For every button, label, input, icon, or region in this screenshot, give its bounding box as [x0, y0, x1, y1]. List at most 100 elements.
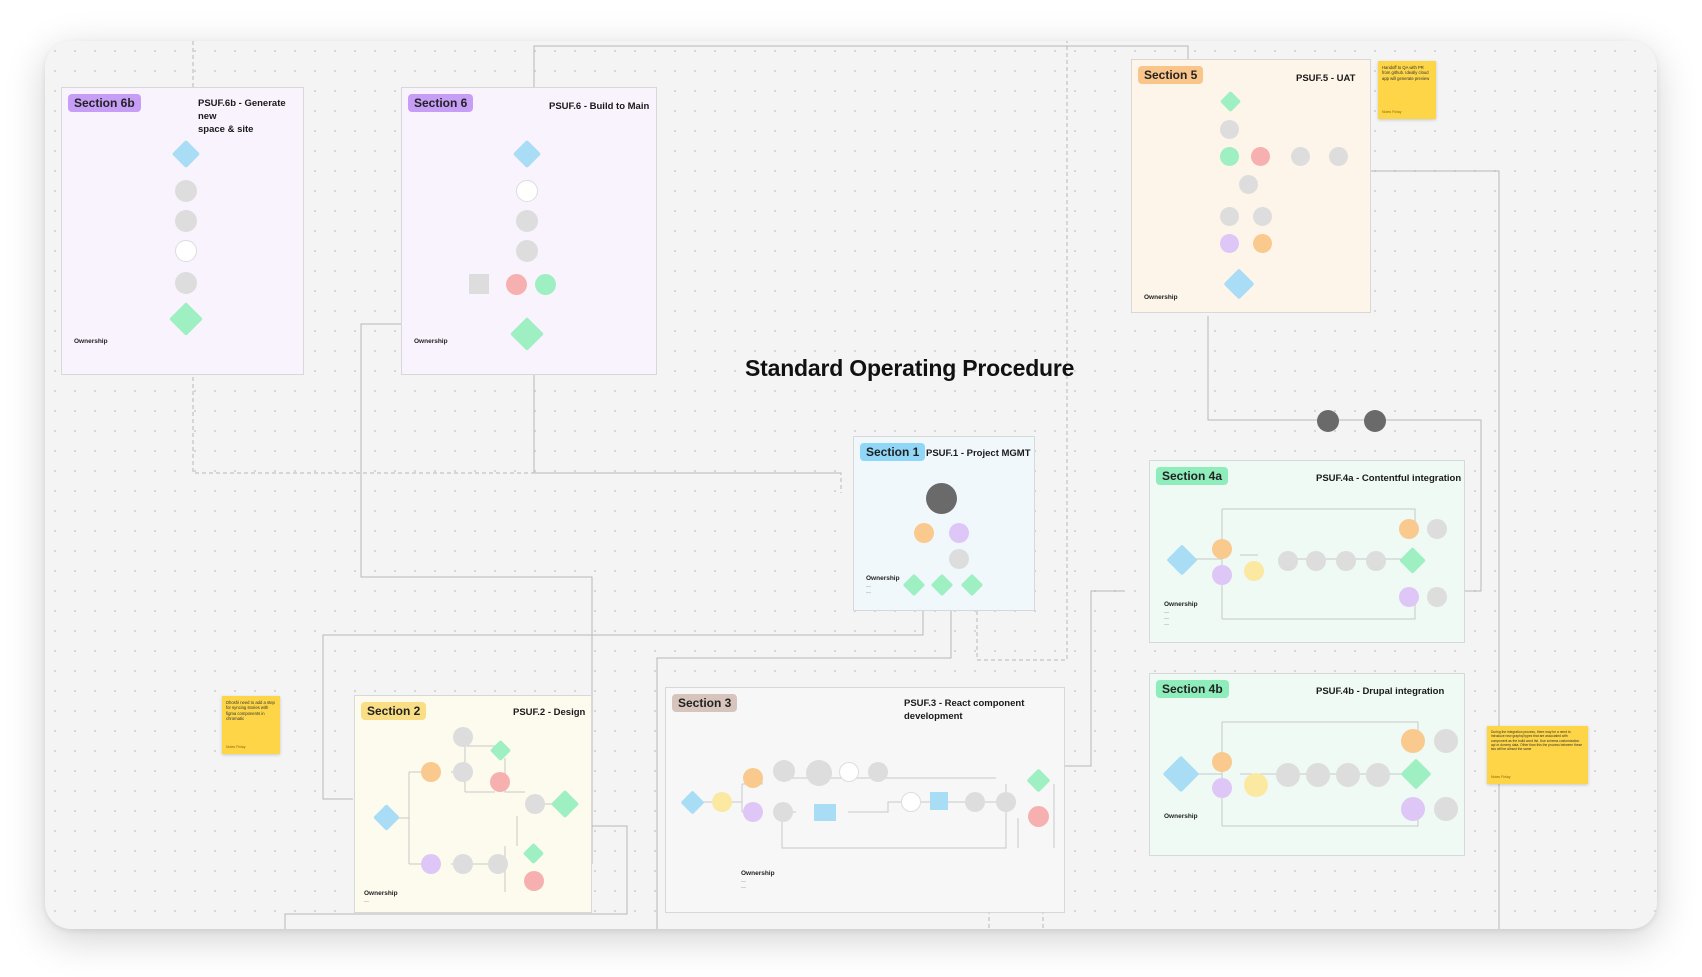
step-node[interactable] — [1366, 763, 1390, 787]
step-node[interactable] — [1212, 752, 1232, 772]
step-node[interactable] — [175, 240, 197, 262]
section-tag: Section 6 — [408, 94, 474, 112]
section-title-line1: PSUF.6b - Generate new — [198, 98, 286, 122]
step-node[interactable] — [1427, 519, 1447, 539]
step-node[interactable] — [712, 792, 732, 812]
step-node[interactable] — [175, 210, 197, 232]
step-node[interactable] — [1399, 587, 1419, 607]
step-diamond[interactable] — [512, 139, 542, 169]
step-note[interactable] — [469, 274, 489, 294]
step-node[interactable] — [1244, 773, 1268, 797]
ownership-label: Ownership — [741, 870, 775, 877]
step-node[interactable] — [1028, 806, 1049, 827]
step-node[interactable] — [1401, 797, 1425, 821]
section-tag: Section 1 — [860, 443, 926, 461]
step-node[interactable] — [1401, 729, 1425, 753]
step-diamond[interactable] — [1219, 90, 1242, 113]
step-node[interactable] — [743, 768, 763, 788]
step-note[interactable] — [930, 792, 948, 810]
connector-node[interactable] — [1364, 410, 1386, 432]
step-node[interactable] — [996, 792, 1016, 812]
start-node[interactable] — [926, 483, 957, 514]
section-2: Section 2 PSUF.2 - Design Ownership ― — [354, 695, 592, 913]
step-node[interactable] — [1220, 147, 1239, 166]
step-node[interactable] — [743, 802, 763, 822]
step-node[interactable] — [914, 523, 934, 543]
step-node[interactable] — [535, 274, 556, 295]
step-node[interactable] — [949, 523, 969, 543]
step-node[interactable] — [1306, 763, 1330, 787]
step-node[interactable] — [1336, 551, 1356, 571]
step-node[interactable] — [1220, 207, 1239, 226]
step-diamond[interactable] — [960, 573, 984, 597]
step-node[interactable] — [965, 792, 985, 812]
step-diamond[interactable] — [1223, 268, 1255, 300]
sticky-text: Handoff to QA with PR from github. Ideal… — [1382, 65, 1430, 81]
step-node[interactable] — [1244, 561, 1264, 581]
section-tag: Section 5 — [1138, 66, 1204, 84]
step-node[interactable] — [1212, 539, 1232, 559]
diagram-canvas[interactable]: Section 6b PSUF.6b - Generate new space … — [45, 41, 1657, 929]
section-4a-links — [1196, 508, 1416, 620]
step-node[interactable] — [516, 240, 538, 262]
section-title: PSUF.3 - React component development — [904, 698, 1025, 722]
step-diamond[interactable] — [171, 139, 201, 169]
sticky-note-uat[interactable]: Handoff to QA with PR from github. Ideal… — [1378, 61, 1436, 119]
step-node[interactable] — [1399, 519, 1419, 539]
step-node[interactable] — [453, 727, 473, 747]
connector-node[interactable] — [1317, 410, 1339, 432]
step-diamond[interactable] — [169, 302, 203, 336]
step-node[interactable] — [1278, 551, 1298, 571]
step-node[interactable] — [868, 762, 888, 782]
sticky-author: Notes Finlay — [1491, 775, 1511, 779]
step-node[interactable] — [1253, 207, 1272, 226]
section-title: PSUF.6b - Generate new space & site — [198, 97, 303, 136]
ownership-label: Ownership — [1164, 813, 1198, 820]
step-node[interactable] — [839, 762, 859, 782]
step-node[interactable] — [488, 854, 508, 874]
sticky-note-integration[interactable]: During the integration process, there ma… — [1487, 726, 1588, 784]
step-node[interactable] — [1220, 234, 1239, 253]
step-node[interactable] — [949, 549, 969, 569]
step-node[interactable] — [901, 792, 921, 812]
step-node[interactable] — [1427, 587, 1447, 607]
step-node[interactable] — [1212, 778, 1232, 798]
step-node[interactable] — [1276, 763, 1300, 787]
step-node[interactable] — [1336, 763, 1360, 787]
step-node[interactable] — [175, 272, 197, 294]
step-node[interactable] — [1366, 551, 1386, 571]
sticky-note-design[interactable]: Dhoshi need to add a step for syncing st… — [222, 696, 280, 754]
step-node[interactable] — [773, 802, 793, 822]
section-tag: Section 2 — [361, 702, 427, 720]
step-diamond[interactable] — [902, 573, 926, 597]
step-node[interactable] — [773, 760, 795, 782]
step-node[interactable] — [490, 772, 510, 792]
step-note[interactable] — [814, 804, 836, 821]
step-diamond[interactable] — [510, 317, 544, 351]
step-node[interactable] — [806, 760, 832, 786]
step-node[interactable] — [1212, 565, 1232, 585]
step-node[interactable] — [1253, 234, 1272, 253]
step-node[interactable] — [516, 180, 538, 202]
step-node[interactable] — [525, 794, 545, 814]
step-node[interactable] — [1329, 147, 1348, 166]
step-node[interactable] — [453, 854, 473, 874]
step-node[interactable] — [1220, 120, 1239, 139]
step-node[interactable] — [1251, 147, 1270, 166]
section-4a: Section 4a PSUF.4a - Contentful integrat… — [1149, 460, 1465, 643]
step-node[interactable] — [506, 274, 527, 295]
section-title-line2: space & site — [198, 124, 254, 135]
step-node[interactable] — [421, 854, 441, 874]
step-node[interactable] — [1306, 551, 1326, 571]
section-5: Section 5 PSUF.5 - UAT Ownership — [1131, 59, 1371, 313]
step-node[interactable] — [1239, 175, 1258, 194]
step-node[interactable] — [516, 210, 538, 232]
step-node[interactable] — [1434, 797, 1458, 821]
step-node[interactable] — [524, 871, 544, 891]
step-node[interactable] — [1434, 729, 1458, 753]
step-node[interactable] — [453, 762, 473, 782]
step-node[interactable] — [1291, 147, 1310, 166]
step-diamond[interactable] — [930, 573, 954, 597]
step-node[interactable] — [421, 762, 441, 782]
step-node[interactable] — [175, 180, 197, 202]
